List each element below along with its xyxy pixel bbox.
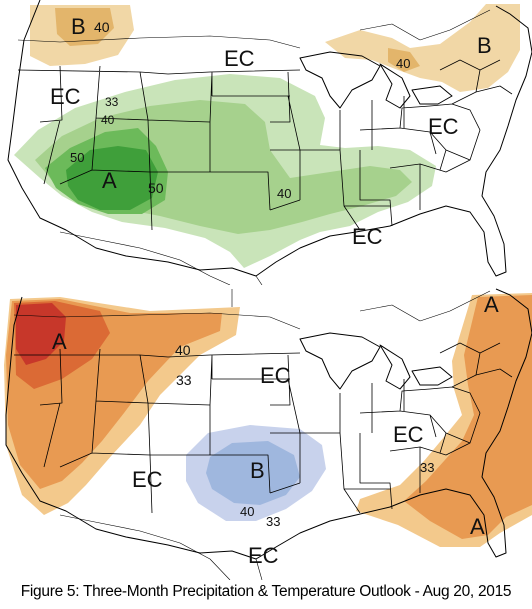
equal-chances-label-east: EC bbox=[428, 114, 459, 139]
canada-border bbox=[13, 289, 491, 330]
temp-state-boundaries bbox=[5, 288, 532, 580]
probability-label-40-nw: 40 bbox=[94, 19, 110, 35]
probability-label-33-south: 33 bbox=[266, 514, 280, 529]
above-normal-temp-west-60 bbox=[16, 303, 66, 365]
probability-label-33-west: 33 bbox=[105, 95, 119, 109]
great-lakes bbox=[299, 51, 453, 109]
above-normal-precip-60 bbox=[66, 146, 158, 210]
below-normal-temp-40 bbox=[206, 441, 300, 505]
precip-state-boundaries bbox=[7, 0, 532, 285]
temp-labels: A A 40 33 EC EC EC B 33 40 33 A EC bbox=[52, 292, 499, 568]
equal-chances-label-south: EC bbox=[352, 224, 383, 249]
above-normal-label: A bbox=[102, 168, 117, 193]
probability-label-33-southeast: 33 bbox=[420, 460, 434, 475]
probability-label-40-central: 40 bbox=[277, 186, 291, 201]
equal-chances-label-west: EC bbox=[50, 84, 81, 109]
precip-labels: B 40 EC B 40 EC 33 40 EC 50 A 50 40 EC bbox=[50, 14, 492, 249]
us-outline bbox=[5, 288, 532, 560]
below-normal-label: B bbox=[250, 458, 265, 483]
probability-label-40-north: 40 bbox=[175, 342, 191, 358]
temperature-outlook-map: A A 40 33 EC EC EC B 33 40 33 A EC bbox=[4, 288, 532, 580]
us-outline bbox=[7, 0, 532, 277]
probability-label-33-north: 33 bbox=[176, 372, 192, 388]
equal-chances-label-south: EC bbox=[248, 543, 279, 568]
precipitation-outlook-map: B 40 EC B 40 EC 33 40 EC 50 A 50 40 EC bbox=[7, 0, 532, 285]
equal-chances-label-central: EC bbox=[260, 363, 291, 388]
equal-chances-label-east: EC bbox=[393, 422, 424, 447]
mexico-border bbox=[59, 231, 263, 285]
state-lines bbox=[17, 59, 513, 231]
above-normal-label-nw: A bbox=[52, 329, 67, 354]
precip-shading bbox=[14, 4, 520, 268]
state-lines bbox=[14, 342, 513, 514]
below-normal-ne-outer bbox=[325, 4, 520, 92]
canada-border bbox=[17, 9, 491, 49]
probability-label-40-ne: 40 bbox=[396, 56, 410, 71]
figure-caption: Figure 5: Three-Month Precipitation & Te… bbox=[20, 583, 512, 600]
above-normal-label-se: A bbox=[470, 514, 485, 539]
temp-shading bbox=[4, 293, 532, 547]
mexico-border bbox=[59, 514, 263, 580]
below-normal-nw-inner bbox=[55, 8, 114, 46]
probability-label-50-west: 50 bbox=[70, 150, 84, 165]
probability-label-40-west: 40 bbox=[101, 113, 115, 127]
below-normal-ne-inner bbox=[388, 48, 420, 72]
probability-label-50-central: 50 bbox=[148, 180, 164, 196]
equal-chances-label-north: EC bbox=[224, 46, 255, 71]
probability-label-40-south: 40 bbox=[240, 504, 254, 519]
below-normal-label-ne: B bbox=[477, 33, 492, 58]
great-lakes bbox=[299, 332, 453, 390]
below-normal-label-nw: B bbox=[71, 14, 86, 39]
equal-chances-label-southwest: EC bbox=[132, 467, 163, 492]
above-normal-label-ne: A bbox=[484, 292, 499, 317]
above-normal-temp-east-40 bbox=[404, 295, 532, 539]
